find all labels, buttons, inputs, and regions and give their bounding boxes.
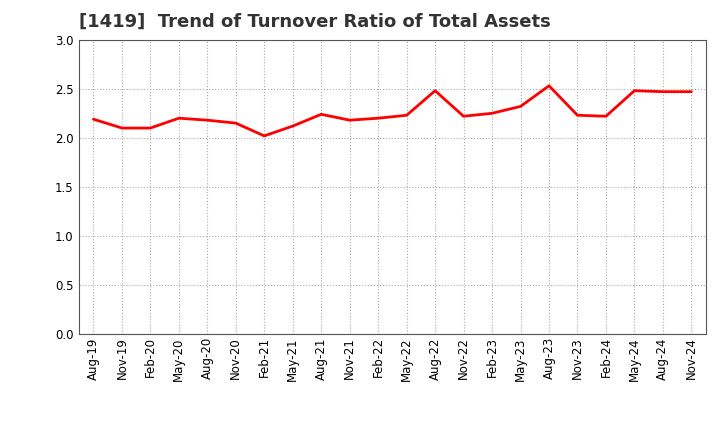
Text: [1419]  Trend of Turnover Ratio of Total Assets: [1419] Trend of Turnover Ratio of Total …	[79, 13, 551, 31]
